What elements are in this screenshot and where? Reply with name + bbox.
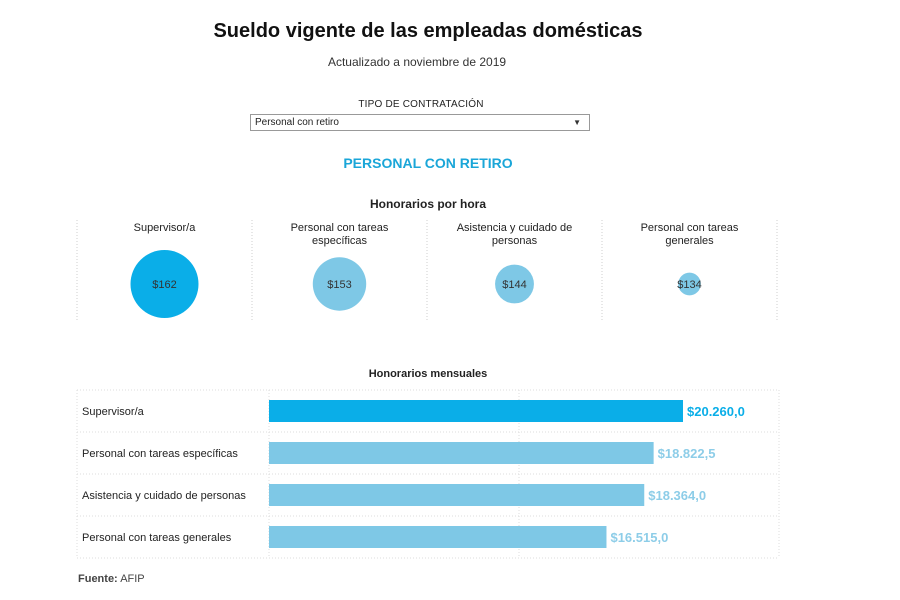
monthly-bar [269, 484, 645, 506]
monthly-bar-chart: Supervisor/a $20.260,0 Personal con tareas… [76, 389, 780, 559]
page-title: Sueldo vigente de las empleadas doméstic… [213, 20, 643, 42]
monthly-value-label: $20.260,0 [687, 404, 745, 419]
hourly-bubble [312, 257, 367, 311]
contract-type-select[interactable]: Personal con retiro ▼ [250, 114, 590, 131]
hourly-value-label: $134 [677, 279, 701, 291]
monthly-bar [269, 442, 654, 464]
monthly-bar [269, 526, 607, 548]
source-note: Fuente: AFIP [78, 573, 145, 585]
page-subtitle: Actualizado a noviembre de 2019 [327, 55, 507, 69]
hourly-value-label: $162 [152, 279, 176, 291]
hourly-bubble [495, 264, 534, 304]
source-label: Fuente: [78, 573, 118, 585]
monthly-value-label: $16.515,0 [610, 530, 668, 545]
monthly-category-label: Personal con tareas específicas [82, 448, 238, 460]
hourly-bubble [678, 272, 701, 296]
monthly-category-label: Supervisor/a [82, 406, 145, 418]
monthly-category-label: Asistencia y cuidado de personas [82, 490, 246, 502]
hourly-category-label: Personal con tareas específicas [291, 222, 389, 247]
monthly-bar [269, 400, 683, 422]
hourly-value-label: $144 [502, 279, 526, 291]
contract-type-label: TIPO DE CONTRATACIÓN [358, 99, 484, 110]
hourly-category-label: Personal con tareas generales [641, 222, 739, 247]
hourly-category-label: Supervisor/a [134, 222, 197, 234]
hourly-value-label: $153 [327, 279, 351, 291]
section-title: PERSONAL CON RETIRO [343, 155, 513, 171]
chevron-down-icon[interactable]: ▼ [573, 118, 581, 127]
source-value: AFIP [120, 573, 145, 585]
monthly-value-label: $18.364,0 [648, 488, 706, 503]
monthly-category-label: Personal con tareas generales [82, 532, 232, 544]
hourly-category-label: Asistencia y cuidado de personas [457, 222, 573, 247]
hourly-bubble [130, 250, 199, 318]
hourly-bubble-chart: Supervisor/a $162 Personal con tareas espec… [76, 220, 778, 320]
monthly-chart-title: Honorarios mensuales [368, 368, 488, 380]
contract-type-selected-value: Personal con retiro [255, 117, 339, 128]
hourly-chart-title: Honorarios por hora [369, 197, 486, 211]
monthly-value-label: $18.822,5 [658, 446, 716, 461]
